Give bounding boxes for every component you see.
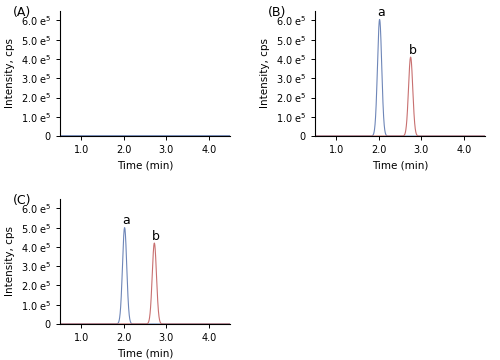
Text: b: b: [408, 44, 416, 57]
Text: (B): (B): [268, 6, 286, 19]
Text: b: b: [152, 230, 160, 243]
X-axis label: Time (min): Time (min): [372, 161, 428, 171]
Y-axis label: Intensity, cps: Intensity, cps: [5, 39, 15, 108]
Y-axis label: Intensity, cps: Intensity, cps: [5, 226, 15, 296]
Y-axis label: Intensity, cps: Intensity, cps: [260, 39, 270, 108]
Text: (C): (C): [12, 194, 31, 207]
X-axis label: Time (min): Time (min): [117, 348, 173, 359]
Text: a: a: [122, 214, 130, 227]
Text: (A): (A): [12, 6, 30, 19]
X-axis label: Time (min): Time (min): [117, 161, 173, 171]
Text: a: a: [378, 6, 385, 19]
